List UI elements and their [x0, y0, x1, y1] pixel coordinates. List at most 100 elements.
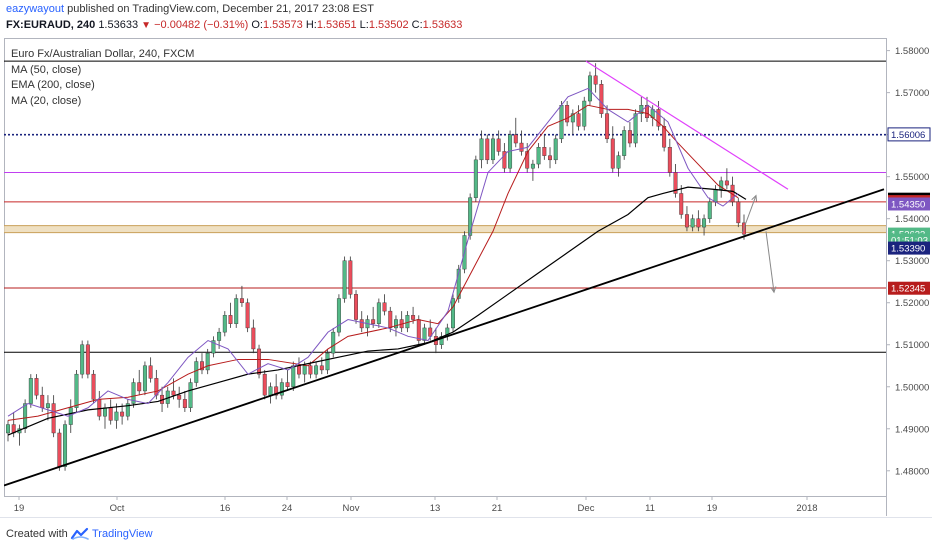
candle-body — [559, 105, 564, 140]
projection-arrowhead-0 — [751, 194, 758, 202]
candle-body — [91, 373, 96, 400]
y-tick-label: 1.50000 — [895, 382, 929, 393]
candle-body — [422, 327, 427, 341]
x-tick-label: 19 — [14, 503, 25, 514]
y-tick-label: 1.48000 — [895, 466, 929, 477]
candle-body — [285, 382, 290, 387]
legend-title: Euro Fx/Australian Dollar, 240, FXCM — [11, 48, 195, 60]
legend-ema200[interactable]: EMA (200, close) — [11, 79, 95, 91]
candle-body — [211, 340, 216, 354]
legend-ma50[interactable]: MA (50, close) — [11, 63, 82, 76]
author-link[interactable]: eazywayout — [6, 3, 65, 15]
chart-area[interactable]: 1.48000 1.49000 1.50000 1.51000 1.52000 1.530… — [4, 38, 931, 516]
candle-body — [114, 411, 119, 421]
close-label: C: — [411, 19, 423, 31]
candle-body — [684, 214, 689, 228]
projection-arrow-1 — [765, 231, 775, 293]
candle-body — [194, 361, 199, 383]
candle-body — [485, 138, 490, 161]
candle-body — [456, 268, 461, 299]
y-tick-label: 1.54000 — [895, 214, 929, 225]
candle-body — [736, 201, 741, 224]
x-tick-label: 11 — [645, 503, 655, 514]
candle-body — [542, 147, 547, 156]
candle-body — [359, 319, 364, 329]
candle-body — [279, 382, 284, 396]
price-tag-0: 1.56006 — [887, 127, 931, 142]
candle-body — [171, 390, 176, 396]
candle-body — [468, 197, 473, 236]
candle-body — [673, 172, 678, 194]
svg-text:01:51:03: 01:51:03 — [891, 236, 928, 247]
candle-body — [548, 155, 552, 161]
candle-body — [342, 260, 347, 299]
candle-body — [627, 130, 632, 144]
candle-body — [80, 344, 85, 375]
candle-body — [274, 386, 279, 396]
legend-ma20[interactable]: MA (20, close) — [11, 94, 82, 107]
open-value: 1.53573 — [262, 19, 303, 31]
candle-body — [234, 298, 239, 324]
candle-body — [633, 113, 638, 144]
x-tick-label: 21 — [492, 503, 503, 514]
candle-body — [23, 403, 28, 429]
candle-body — [570, 113, 575, 123]
candle-body — [696, 218, 701, 228]
plot-frame — [4, 38, 887, 497]
candle-body — [205, 352, 210, 371]
high-label: H: — [305, 19, 317, 31]
tradingview-cloud-icon[interactable] — [70, 526, 90, 542]
candle-body — [319, 365, 324, 371]
trendline-0 — [4, 188, 885, 487]
candle-body — [587, 75, 592, 102]
x-tick-label: 16 — [220, 503, 231, 514]
candle-body — [131, 382, 136, 404]
svg-text:1.56006: 1.56006 — [891, 130, 925, 141]
candle-body — [394, 319, 398, 329]
candle-body — [719, 180, 724, 190]
candle-body — [137, 382, 142, 392]
candle-body — [97, 399, 102, 417]
candle-body — [530, 163, 535, 169]
last-price: 1.53633 — [98, 19, 139, 31]
candle-body — [68, 407, 73, 425]
candle-body — [108, 407, 113, 421]
candle-body — [308, 365, 313, 375]
x-tick-label: Dec — [578, 503, 595, 514]
x-tick-label: 13 — [430, 503, 441, 514]
low-value: 1.53502 — [368, 19, 409, 31]
candle-body — [679, 193, 684, 215]
candle-body — [245, 302, 250, 329]
svg-text:1.52345: 1.52345 — [891, 284, 925, 295]
candle-body — [662, 126, 667, 148]
candle-body — [519, 142, 524, 152]
candle-body — [354, 294, 358, 320]
candle-body — [502, 151, 507, 169]
support-band — [4, 225, 886, 233]
created-with-text: Created with — [6, 528, 68, 540]
quote-line: FX:EURAUD, 240 1.53633 ▼ −0.00482 (−0.31… — [6, 19, 462, 31]
close-value: 1.53633 — [422, 19, 463, 31]
candle-body — [85, 344, 90, 375]
candle-body — [63, 424, 68, 467]
candle-body — [120, 411, 125, 417]
candle-body — [51, 403, 56, 434]
candle-body — [331, 331, 336, 354]
candle-body — [28, 378, 33, 404]
candle-body — [388, 310, 393, 329]
candle-body — [599, 84, 604, 114]
candle-body — [496, 138, 501, 152]
candle-body — [610, 138, 615, 169]
candle-body — [239, 298, 244, 303]
candle-body — [645, 105, 649, 119]
symbol-label: FX:EURAUD, 240 — [6, 19, 96, 31]
chart-canvas[interactable]: 1.48000 1.49000 1.50000 1.51000 1.52000 1.530… — [4, 38, 931, 516]
candle-body — [428, 327, 433, 337]
y-tick-label: 1.52000 — [895, 298, 929, 309]
x-tick-label: 19 — [707, 503, 718, 514]
tradingview-brand-link[interactable]: TradingView — [92, 528, 153, 540]
candle-body — [222, 315, 227, 333]
projection-arrow-0 — [741, 195, 757, 234]
svg-text:1.53390: 1.53390 — [891, 244, 925, 255]
x-tick-label: Oct — [110, 503, 125, 514]
